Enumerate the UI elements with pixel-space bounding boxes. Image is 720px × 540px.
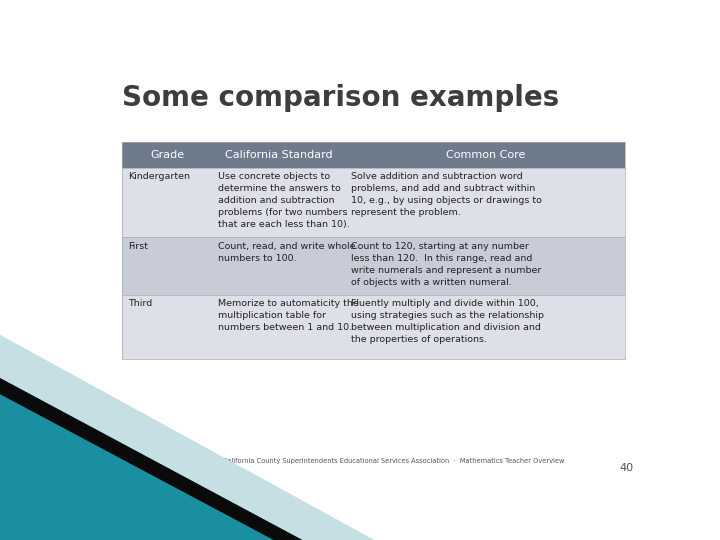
Text: 40: 40 (620, 463, 634, 473)
Text: Kindergarten: Kindergarten (128, 172, 190, 181)
Text: Count to 120, starting at any number
less than 120.  In this range, read and
wri: Count to 120, starting at any number les… (351, 241, 541, 287)
Text: Common Core: Common Core (446, 150, 525, 160)
Text: First: First (128, 241, 148, 251)
Bar (122, 295, 624, 359)
Text: Third: Third (128, 299, 152, 308)
Text: Use concrete objects to
determine the answers to
addition and subtraction
proble: Use concrete objects to determine the an… (218, 172, 350, 230)
Text: Count, read, and write whole
numbers to 100.: Count, read, and write whole numbers to … (218, 241, 356, 262)
Bar (122, 167, 624, 238)
Text: Grade: Grade (150, 150, 184, 160)
Text: California Standard: California Standard (225, 150, 333, 160)
Bar (122, 238, 624, 295)
Text: © 2011 California County Superintendents Educational Services Association  ·  Ma: © 2011 California County Superintendents… (195, 457, 565, 464)
Text: Fluently multiply and divide within 100,
using strategies such as the relationsh: Fluently multiply and divide within 100,… (351, 299, 544, 345)
Text: Memorize to automaticity the
multiplication table for
numbers between 1 and 10.: Memorize to automaticity the multiplicat… (218, 299, 359, 332)
Text: Solve addition and subtraction word
problems, and add and subtract within
10, e.: Solve addition and subtraction word prob… (351, 172, 542, 217)
Text: Some comparison examples: Some comparison examples (122, 84, 559, 112)
Bar (122, 141, 624, 167)
